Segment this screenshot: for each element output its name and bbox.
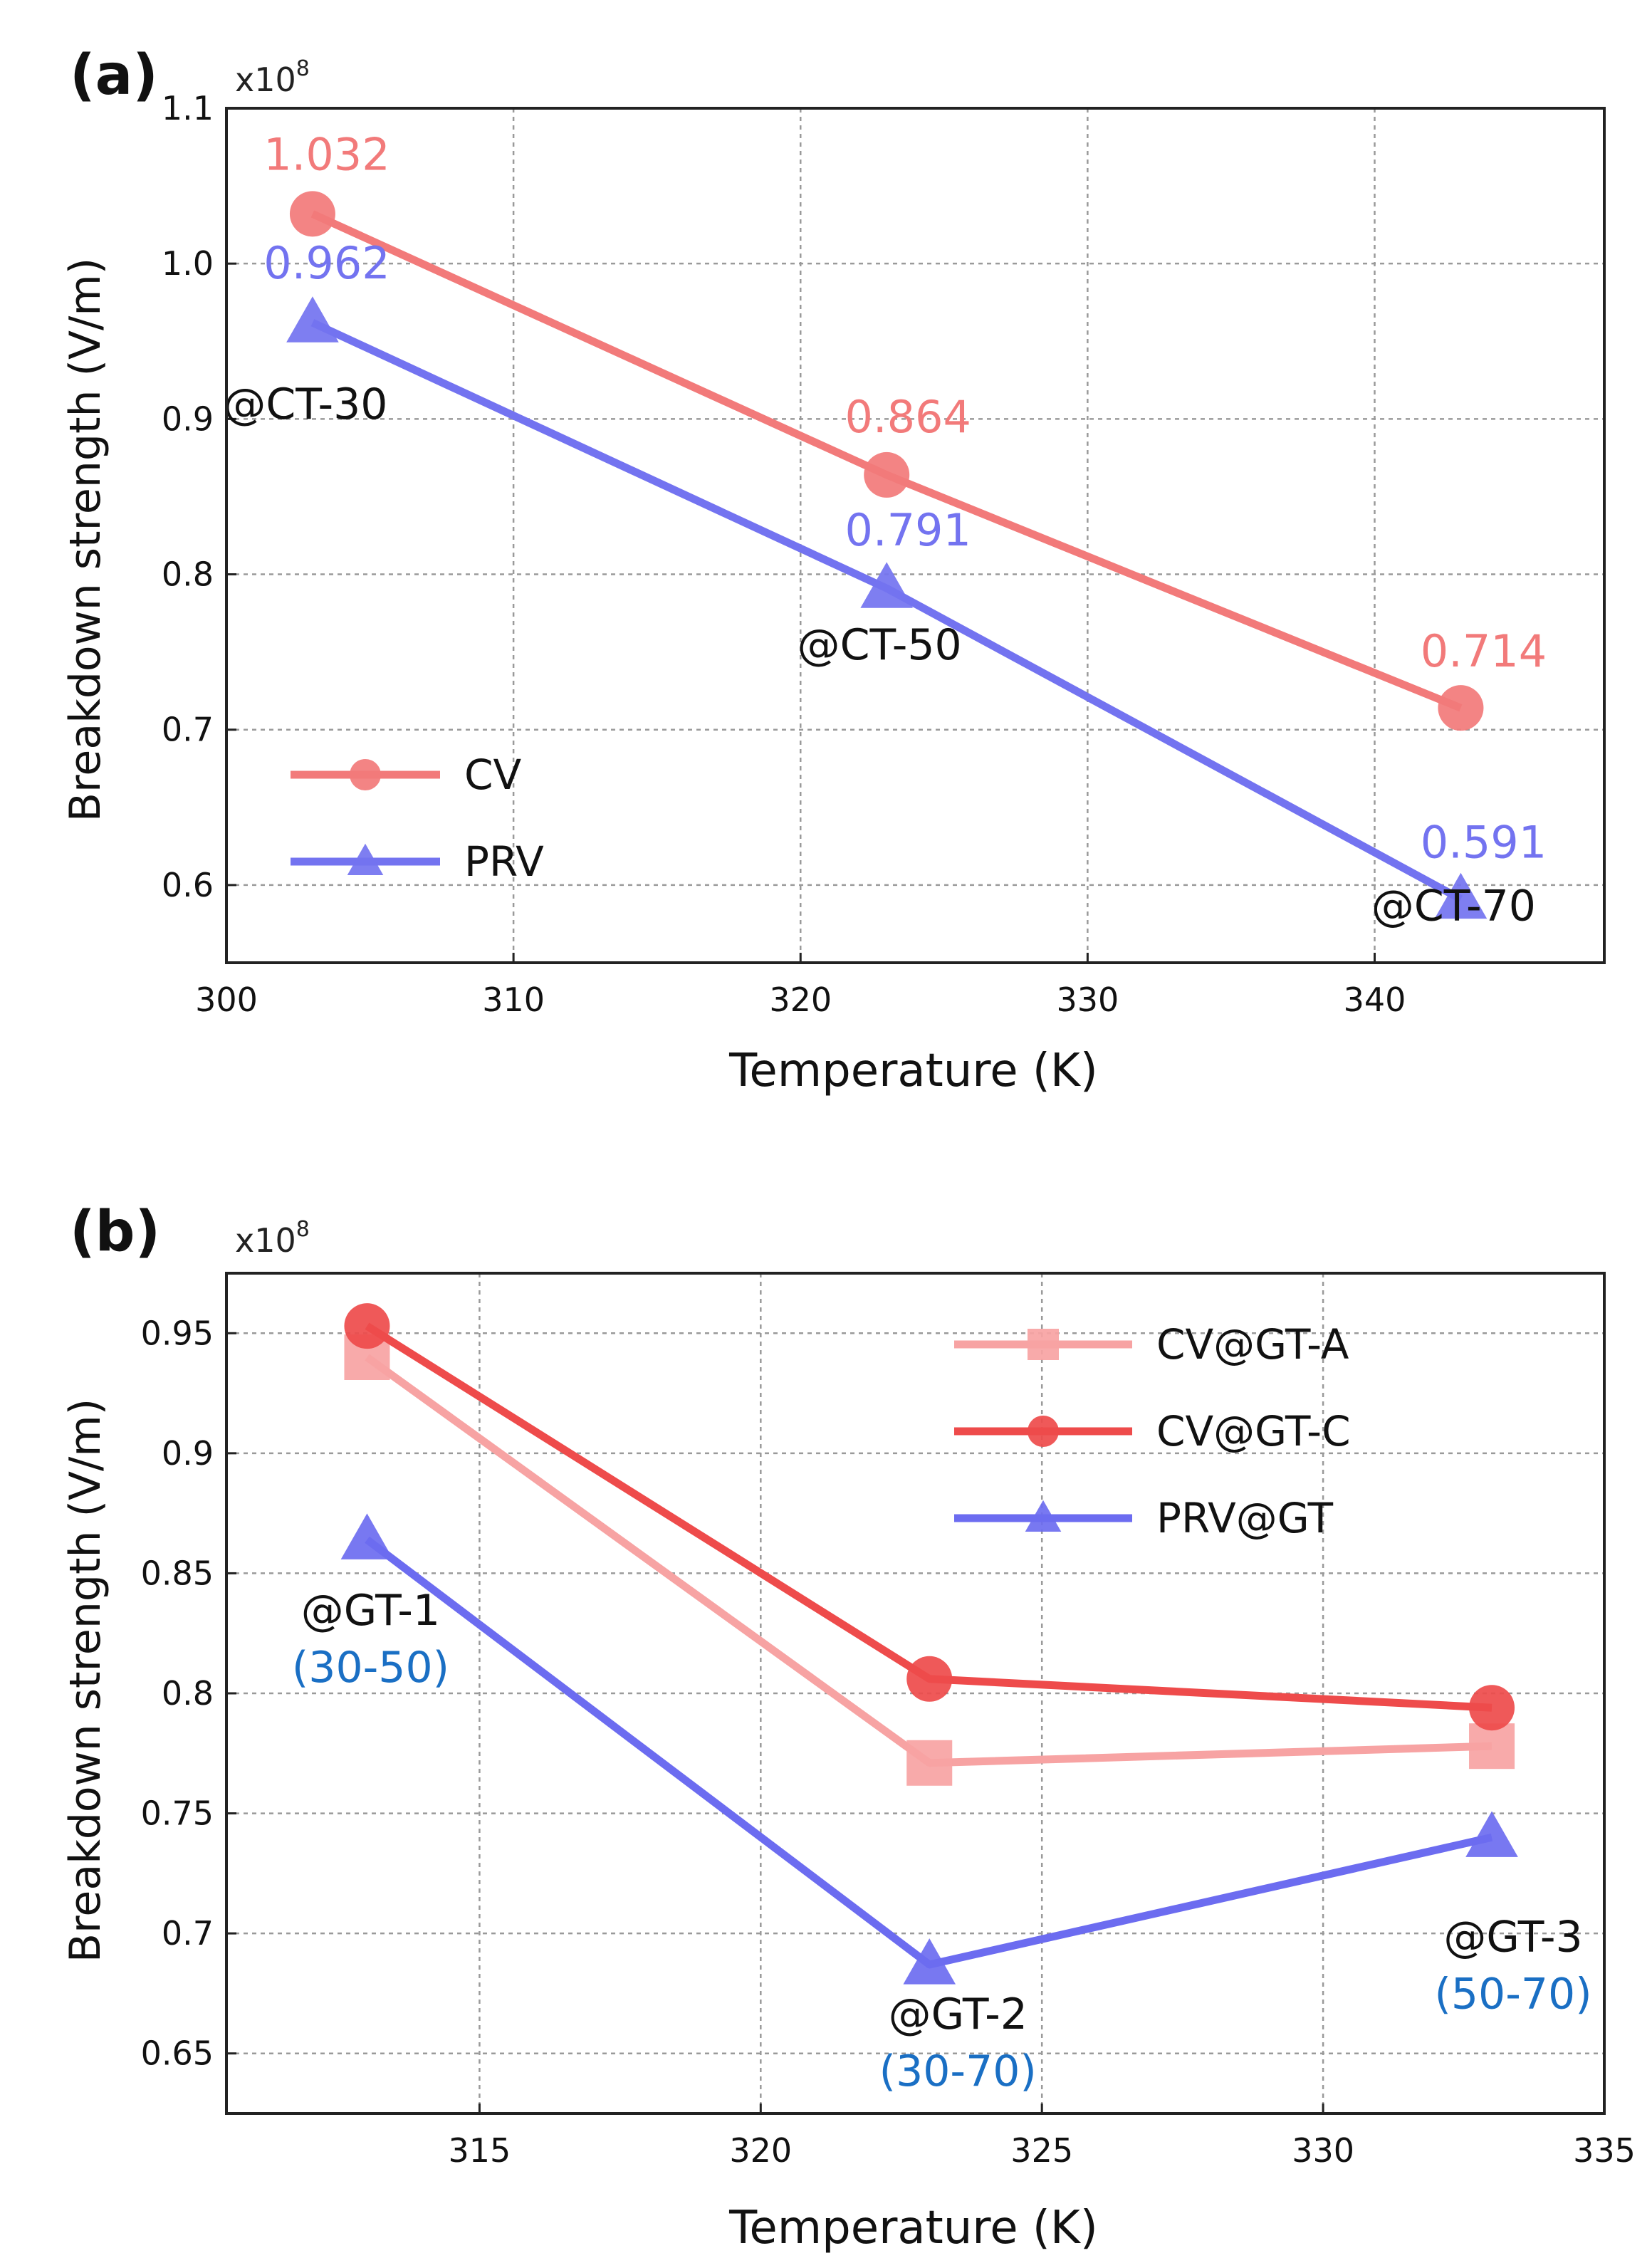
panel-b-y-axis-label: Breakdown strength (V/m) [61, 1399, 110, 1962]
x-tick-label: 320 [769, 981, 832, 1019]
annotation-sublabel: (50-70) [1434, 1969, 1591, 2019]
data-label-PRV: 0.591 [1421, 817, 1547, 869]
legend-label-PRV: PRV [464, 837, 544, 886]
panel-b-y-multiplier-base: x10 [235, 1221, 296, 1260]
legend-marker-CV@GT-A [1028, 1329, 1059, 1360]
panel-a-ticks: 300 310 320 330 340 0.6 0.7 0.8 0.9 1.0 1.1 [162, 89, 1406, 1019]
y-tick-label: 0.8 [162, 555, 214, 594]
panel-b-x-axis-label: Temperature (K) [728, 2202, 1098, 2254]
panel-a-y-axis-label: Breakdown strength (V/m) [61, 258, 110, 822]
legend-label-CV@GT-A: CV@GT-A [1156, 1320, 1349, 1369]
data-point-PRV [860, 562, 913, 608]
panel-a-x-axis-label: Temperature (K) [728, 1045, 1098, 1097]
x-tick-label: 340 [1344, 981, 1406, 1019]
y-tick-label: 0.7 [162, 711, 214, 749]
data-label-CV: 0.714 [1421, 625, 1547, 677]
y-tick-label: 1.1 [162, 89, 214, 127]
annotation-label: @CT-70 [1371, 882, 1536, 931]
legend-label-CV: CV [464, 751, 521, 799]
y-tick-label: 0.65 [141, 2034, 214, 2073]
legend-marker-CV [350, 759, 381, 790]
panel-b-legend: CV@GT-A CV@GT-C PRV@GT [954, 1320, 1351, 1542]
data-label-PRV: 0.962 [263, 237, 390, 289]
panel-a-y-multiplier-exp: 8 [296, 56, 310, 81]
y-tick-label: 0.9 [162, 1434, 214, 1473]
panel-b-ticks: 315 320 325 330 335 0.65 0.7 0.75 0.8 0.85 0.9 0.95 [141, 1314, 1636, 2170]
data-point-PRV [286, 296, 339, 343]
panel-b-chart: (b) x108 315 320 325 330 335 0.65 0.7 0.75 0.8 0.… [61, 1200, 1636, 2254]
data-point-CV@GT-C [906, 1656, 953, 1702]
data-point-PRV@GT [903, 1938, 956, 1985]
y-tick-label: 0.8 [162, 1674, 214, 1713]
annotation-label: @CT-30 [223, 380, 387, 429]
panel-b-grid [226, 1273, 1604, 2113]
panel-b-series [340, 1303, 1518, 1985]
annotation-label: @GT-2 [889, 1990, 1028, 2039]
x-tick-label: 335 [1573, 2131, 1636, 2170]
data-label-CV: 1.032 [263, 128, 390, 180]
panel-a-label: (a) [70, 43, 158, 108]
x-tick-label: 310 [482, 981, 545, 1019]
y-tick-label: 0.95 [141, 1314, 214, 1352]
x-tick-label: 320 [729, 2131, 792, 2170]
panel-a-grid [226, 108, 1604, 963]
panel-a-chart: (a) x108 300 310 320 330 3400.60.70.80.91.01… [61, 43, 1606, 1097]
x-tick-label: 315 [449, 2131, 511, 2170]
panel-b-y-multiplier-exp: 8 [296, 1217, 310, 1242]
y-tick-label: 0.85 [141, 1554, 214, 1592]
legend-marker-PRV [347, 843, 384, 875]
data-point-CV@GT-A [906, 1740, 953, 1786]
data-point-PRV@GT [1465, 1811, 1518, 1857]
y-tick-label: 0.9 [162, 399, 214, 438]
legend-label-PRV@GT: PRV@GT [1156, 1494, 1334, 1542]
panel-a-plot-frame [225, 107, 1606, 964]
x-tick-label: 330 [1056, 981, 1119, 1019]
y-tick-label: 0.75 [141, 1794, 214, 1833]
data-point-CV [289, 191, 335, 237]
panel-a-annotations: 1.032 0.864 0.714 0.962 0.791 0.591 @CT-30 @CT-… [223, 128, 1547, 931]
x-tick-label: 300 [195, 981, 258, 1019]
legend-label-CV@GT-C: CV@GT-C [1156, 1407, 1351, 1455]
panel-b-y-multiplier: x108 [235, 1217, 310, 1260]
legend-marker-PRV@GT [1025, 1500, 1062, 1532]
annotation-sublabel: (30-70) [879, 2047, 1037, 2096]
annotation-label: @CT-50 [798, 620, 962, 670]
y-tick-label: 0.6 [162, 866, 214, 904]
panel-b-plot-frame [225, 1272, 1606, 2115]
panel-a-series [286, 191, 1488, 919]
x-tick-label: 330 [1292, 2131, 1354, 2170]
data-point-CV@GT-C [1469, 1685, 1515, 1731]
panel-a-y-multiplier: x108 [235, 56, 310, 99]
y-tick-label: 0.7 [162, 1914, 214, 1953]
annotation-label: @GT-1 [301, 1586, 440, 1636]
y-tick-label: 1.0 [162, 244, 214, 283]
panel-a-y-multiplier-base: x10 [235, 61, 296, 99]
data-point-CV@GT-C [344, 1303, 390, 1349]
annotation-sublabel: (30-50) [292, 1643, 449, 1693]
data-point-PRV [1434, 872, 1488, 919]
data-label-PRV: 0.791 [845, 504, 971, 556]
data-point-CV [1438, 685, 1484, 731]
panel-a-legend: CV PRV [291, 751, 544, 886]
data-point-CV@GT-A [1469, 1723, 1515, 1770]
legend-marker-CV@GT-C [1028, 1416, 1059, 1447]
panel-b-annotations: @GT-1 (30-50) @GT-2 (30-70) @GT-3 (50-70) [292, 1586, 1592, 2096]
panel-b-label: (b) [70, 1200, 160, 1264]
data-point-PRV@GT [340, 1513, 394, 1559]
data-point-CV [864, 451, 910, 498]
annotation-label: @GT-3 [1443, 1912, 1582, 1962]
x-tick-label: 325 [1010, 2131, 1073, 2170]
data-label-CV: 0.864 [845, 391, 971, 443]
